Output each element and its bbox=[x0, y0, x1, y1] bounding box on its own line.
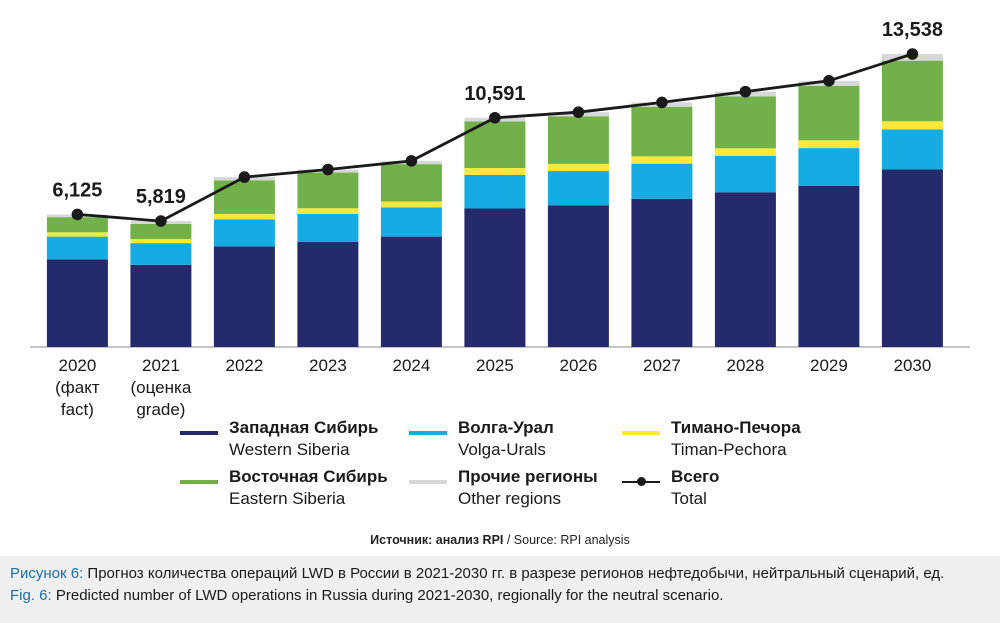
svg-text:grade): grade) bbox=[136, 400, 185, 419]
svg-text:2027: 2027 bbox=[643, 356, 681, 375]
svg-text:2030: 2030 bbox=[893, 356, 931, 375]
svg-text:2022: 2022 bbox=[225, 356, 263, 375]
svg-text:2026: 2026 bbox=[559, 356, 597, 375]
svg-text:fact): fact) bbox=[61, 400, 94, 419]
svg-text:2024: 2024 bbox=[392, 356, 430, 375]
svg-text:(факт: (факт bbox=[55, 378, 100, 397]
svg-text:2028: 2028 bbox=[726, 356, 764, 375]
svg-text:5,819: 5,819 bbox=[136, 186, 186, 208]
svg-text:(оценка: (оценка bbox=[131, 378, 192, 397]
svg-text:2023: 2023 bbox=[309, 356, 347, 375]
svg-text:2021: 2021 bbox=[142, 356, 180, 375]
svg-text:2025: 2025 bbox=[476, 356, 514, 375]
svg-text:2029: 2029 bbox=[810, 356, 848, 375]
svg-text:2020: 2020 bbox=[58, 356, 96, 375]
svg-text:6,125: 6,125 bbox=[52, 179, 102, 201]
